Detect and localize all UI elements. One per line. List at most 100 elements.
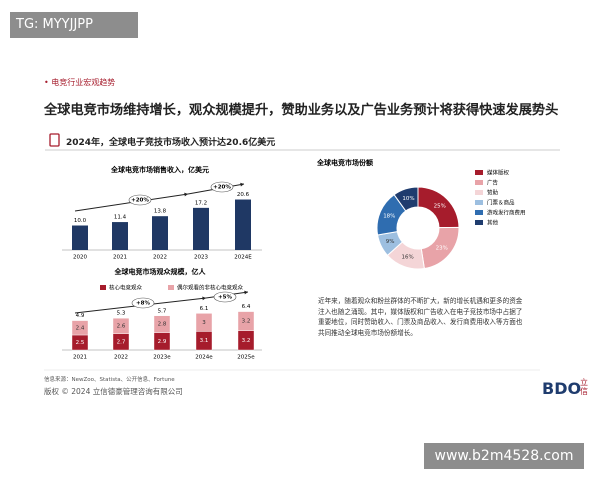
- bar-segment: [153, 332, 171, 351]
- watermark-top: TG: MYYJJPP: [10, 12, 138, 38]
- x-tick-label: 2024e: [195, 355, 213, 361]
- arrow-head: [240, 182, 244, 187]
- value-label: 10.0: [74, 218, 87, 224]
- growth-arrow: [74, 193, 189, 212]
- bar-segment: [237, 330, 255, 351]
- donut-segment: [417, 186, 460, 229]
- total-label: 6.4: [242, 304, 251, 310]
- x-tick-label: 2024E: [234, 255, 252, 261]
- paragraph: 近年来，随着观众和粉丝群体的不断扩大，新的增长机遇和更多的资金注入也随之涌现。其…: [318, 297, 523, 337]
- logo: BDO: [542, 379, 582, 398]
- value-label: 2.8: [158, 322, 167, 328]
- arrow-head: [184, 192, 188, 197]
- total-label: 4.9: [76, 313, 85, 319]
- bar-segment: [195, 331, 213, 351]
- bar: [112, 222, 128, 250]
- legend-label: 偶尔观看的非核心电竞观众: [177, 284, 244, 292]
- legend-label: 赞助: [487, 189, 499, 197]
- legend-swatch: [475, 170, 483, 175]
- x-tick-label: 2023e: [153, 355, 171, 361]
- value-label: 3: [202, 320, 206, 326]
- donut-segment: [376, 193, 407, 236]
- legend-label: 核心电竞观众: [109, 284, 143, 292]
- value-label: 9%: [386, 239, 395, 245]
- chart-title: 全球电竞市场观众规模，亿人: [114, 267, 207, 276]
- legend-label: 其他: [487, 219, 499, 227]
- value-label: 20.6: [237, 192, 250, 198]
- annotation: +20%: [213, 185, 231, 191]
- section-text: 电竞行业宏观趋势: [51, 78, 116, 87]
- value-label: 11.4: [114, 215, 127, 221]
- total-label: 6.1: [200, 306, 209, 312]
- legend-swatch: [168, 285, 174, 290]
- donut-segment: [377, 230, 404, 257]
- arrow-head: [202, 296, 206, 301]
- x-tick-label: 2021: [73, 355, 87, 361]
- value-label: 3.2: [242, 338, 251, 344]
- value-label: 2.7: [117, 339, 126, 345]
- value-label: 2.9: [158, 339, 167, 345]
- bar-segment: [112, 333, 130, 351]
- arrow-head: [244, 290, 248, 295]
- annotation-bubble: [210, 181, 234, 193]
- annotation: +8%: [136, 301, 150, 307]
- clipboard-icon: [49, 133, 60, 147]
- x-tick-label: 2022: [114, 355, 128, 361]
- total-label: 5.3: [117, 311, 126, 317]
- donut-segment: [420, 226, 460, 270]
- bar-segment: [195, 313, 213, 332]
- value-label: 2.4: [76, 325, 85, 331]
- growth-arrow: [74, 297, 207, 314]
- donut-segment: [393, 186, 419, 212]
- chart-title: 全球电竞市场份额: [316, 158, 373, 167]
- copyright-text: 版权 © 2024 立信德豪管理咨询有限公司: [44, 387, 183, 396]
- legend-label: 媒体版权: [487, 169, 510, 177]
- bar-segment: [237, 311, 255, 332]
- source-text: 信息来源：NewZoo、Statista、公开信息、Fortune: [44, 377, 175, 383]
- slide-title: 全球电竞市场维持增长，观众规模提升，赞助业务以及广告业务预计将获得快速发展势头: [44, 103, 559, 118]
- bar-segment: [71, 334, 89, 351]
- x-tick-label: 2020: [73, 255, 87, 261]
- legend-swatch: [100, 285, 106, 290]
- bar-segment: [71, 320, 89, 336]
- growth-arrow: [205, 291, 249, 299]
- annotation: +5%: [218, 295, 232, 301]
- bar: [193, 207, 209, 250]
- annotation: +20%: [131, 198, 149, 204]
- annotation-bubble: [131, 297, 155, 309]
- bar: [152, 216, 168, 250]
- bar-segment: [153, 315, 171, 333]
- bar: [235, 199, 251, 250]
- legend-label: 广告: [487, 179, 499, 187]
- x-tick-label: 2021: [113, 255, 127, 261]
- value-label: 13.8: [154, 209, 167, 215]
- highlight-text: 2024年，全球电子竞技市场收入预计达20.6亿美元: [66, 138, 276, 148]
- value-label: 16%: [401, 255, 413, 261]
- value-label: 2.5: [76, 340, 85, 346]
- x-tick-label: 2025e: [237, 355, 255, 361]
- x-tick-label: 2022: [153, 255, 167, 261]
- chart-title: 全球电竞市场销售收入，亿美元: [110, 165, 209, 174]
- value-label: 3.2: [242, 319, 251, 325]
- legend-swatch: [475, 190, 483, 195]
- value-label: 10%: [402, 196, 414, 202]
- total-label: 5.7: [158, 308, 167, 314]
- growth-arrow: [187, 183, 245, 195]
- legend-swatch: [475, 180, 483, 185]
- legend-label: 门票＆商品: [487, 199, 515, 207]
- value-label: 2.6: [117, 324, 126, 330]
- value-label: 18%: [383, 214, 395, 220]
- bar-segment: [112, 318, 130, 335]
- legend-swatch: [475, 220, 483, 225]
- annotation-bubble: [128, 194, 152, 206]
- watermark-bottom: www.b2m4528.com: [424, 443, 584, 469]
- legend-swatch: [475, 200, 483, 205]
- value-label: 3.1: [200, 338, 209, 344]
- logo-cn: 立信: [580, 378, 588, 396]
- donut-segment: [386, 241, 425, 270]
- section-label: • 电竞行业宏观趋势: [44, 78, 116, 87]
- value-label: 17.2: [195, 200, 207, 206]
- value-label: 25%: [434, 203, 446, 209]
